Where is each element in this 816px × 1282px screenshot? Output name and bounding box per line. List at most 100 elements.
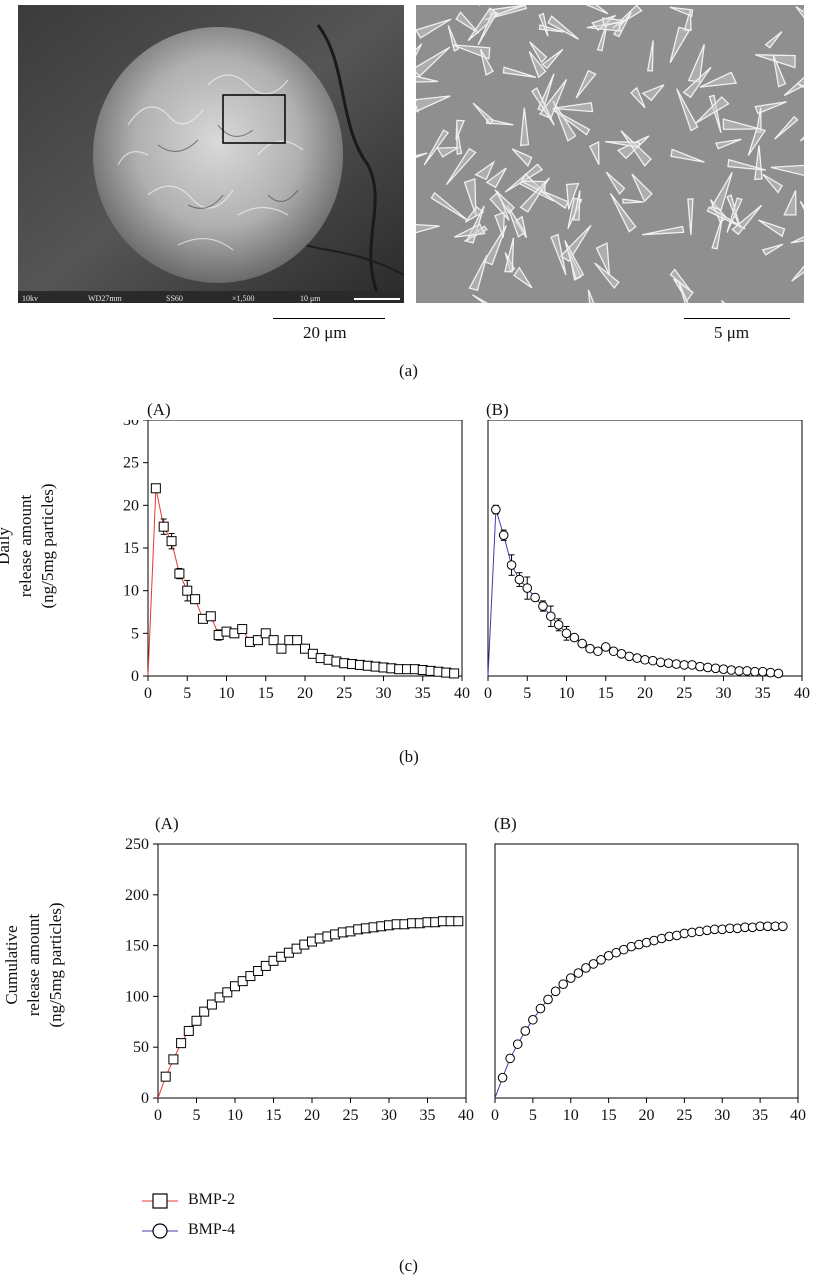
- y-tick-label: 200: [125, 887, 149, 904]
- sem-footer-ss: SS60: [166, 294, 183, 303]
- x-tick-label: 0: [491, 1107, 499, 1124]
- data-point-square: [192, 1016, 201, 1025]
- data-point-circle: [751, 667, 760, 676]
- x-tick-label: 30: [376, 685, 392, 702]
- x-tick-label: 5: [193, 1107, 201, 1124]
- data-point-square: [151, 484, 160, 493]
- x-tick-label: 40: [458, 1107, 474, 1124]
- subpanel-label-b-A: (A): [147, 400, 171, 420]
- data-point-square: [277, 644, 286, 653]
- x-tick-label: 15: [598, 685, 614, 702]
- data-point-circle: [536, 1004, 545, 1013]
- data-point-circle: [625, 652, 634, 661]
- y-tick-label: 15: [123, 540, 139, 557]
- y-tick-label: 0: [141, 1090, 149, 1107]
- data-point-square: [175, 569, 184, 578]
- data-point-circle: [492, 505, 501, 514]
- x-tick-label: 40: [454, 685, 470, 702]
- data-point-square: [167, 537, 176, 546]
- ylabel-b-line3: (ng/5mg particles): [37, 483, 59, 608]
- y-tick-label: 10: [123, 583, 139, 600]
- x-tick-label: 20: [304, 1107, 320, 1124]
- sem-footer-kv: 10kv: [22, 294, 38, 303]
- x-tick-label: 25: [343, 1107, 359, 1124]
- sem-footer-wd: WD27mm: [88, 294, 123, 303]
- data-point-circle: [727, 666, 736, 675]
- x-tick-label: 15: [266, 1107, 282, 1124]
- data-point-square: [177, 1039, 186, 1048]
- chart-daily-bmp2: 0510152025303540051015202530Time (days): [100, 420, 470, 720]
- chart-cumulative-bmp2: 0510152025303540050100150200250Time (day…: [100, 834, 480, 1134]
- data-point-circle: [539, 602, 548, 611]
- data-point-circle: [547, 612, 556, 621]
- sem-footer-mag: ×1,500: [232, 294, 255, 303]
- x-tick-label: 5: [523, 685, 531, 702]
- data-point-circle: [499, 531, 508, 540]
- data-point-circle: [656, 658, 665, 667]
- data-point-circle: [672, 660, 681, 669]
- data-point-square: [454, 917, 463, 926]
- x-tick-label: 0: [154, 1107, 162, 1124]
- sem-footer-scale: 10 μm: [300, 294, 321, 303]
- data-point-circle: [515, 575, 524, 584]
- x-tick-label: 40: [794, 685, 810, 702]
- y-tick-label: 50: [133, 1039, 149, 1056]
- y-tick-label: 5: [131, 625, 139, 642]
- data-point-circle: [529, 1015, 538, 1024]
- x-tick-label: 25: [336, 685, 352, 702]
- data-point-square: [184, 1026, 193, 1035]
- sem-left-graphic: 10kv WD27mm SS60 ×1,500 10 μm: [18, 5, 404, 303]
- data-point-circle: [562, 629, 571, 638]
- data-point-circle: [559, 980, 568, 989]
- x-tick-label: 10: [563, 1107, 579, 1124]
- data-point-square: [161, 1072, 170, 1081]
- data-point-circle: [779, 922, 788, 931]
- data-point-circle: [633, 654, 642, 663]
- y-tick-label: 150: [125, 938, 149, 955]
- plot-frame: [488, 420, 802, 676]
- x-tick-label: 40: [790, 1107, 806, 1124]
- legend-circle-marker: [153, 1224, 167, 1238]
- x-tick-label: 30: [381, 1107, 397, 1124]
- data-point-circle: [758, 667, 767, 676]
- x-tick-label: 30: [716, 685, 732, 702]
- y-tick-label: 100: [125, 988, 149, 1005]
- figure-label-a: (a): [399, 361, 418, 381]
- series-line-bmp-4: [488, 510, 778, 676]
- y-tick-label: 250: [125, 836, 149, 853]
- data-point-circle: [506, 1054, 515, 1063]
- y-tick-label: 30: [123, 420, 139, 429]
- data-point-circle: [649, 656, 658, 665]
- data-point-circle: [688, 661, 697, 670]
- data-point-circle: [680, 661, 689, 670]
- data-point-circle: [574, 969, 583, 978]
- data-point-circle: [735, 667, 744, 676]
- data-point-circle: [743, 667, 752, 676]
- data-point-circle: [578, 639, 587, 648]
- data-point-circle: [531, 593, 540, 602]
- data-point-circle: [774, 669, 783, 678]
- chart-cumulative-bmp4: 0510152025303540Time (days): [480, 834, 810, 1134]
- data-point-circle: [664, 659, 673, 668]
- x-tick-label: 15: [601, 1107, 617, 1124]
- plot-frame: [495, 844, 798, 1098]
- data-point-square: [206, 612, 215, 621]
- x-tick-label: 20: [637, 685, 653, 702]
- data-point-square: [269, 636, 278, 645]
- data-point-circle: [523, 584, 532, 593]
- data-point-circle: [609, 647, 618, 656]
- data-point-circle: [521, 1027, 530, 1036]
- legend-label-bmp2: BMP-2: [188, 1191, 235, 1209]
- data-point-circle: [641, 655, 650, 664]
- ylabel-b-line1: Daily: [0, 483, 15, 608]
- plot-frame: [148, 420, 462, 676]
- x-tick-label: 5: [183, 685, 191, 702]
- x-tick-label: 20: [297, 685, 313, 702]
- subpanel-label-b-B: (B): [486, 400, 509, 420]
- data-point-circle: [711, 664, 720, 673]
- data-point-square: [169, 1055, 178, 1064]
- x-tick-label: 10: [559, 685, 575, 702]
- data-point-circle: [704, 663, 713, 672]
- x-tick-label: 35: [755, 685, 771, 702]
- data-point-square: [191, 595, 200, 604]
